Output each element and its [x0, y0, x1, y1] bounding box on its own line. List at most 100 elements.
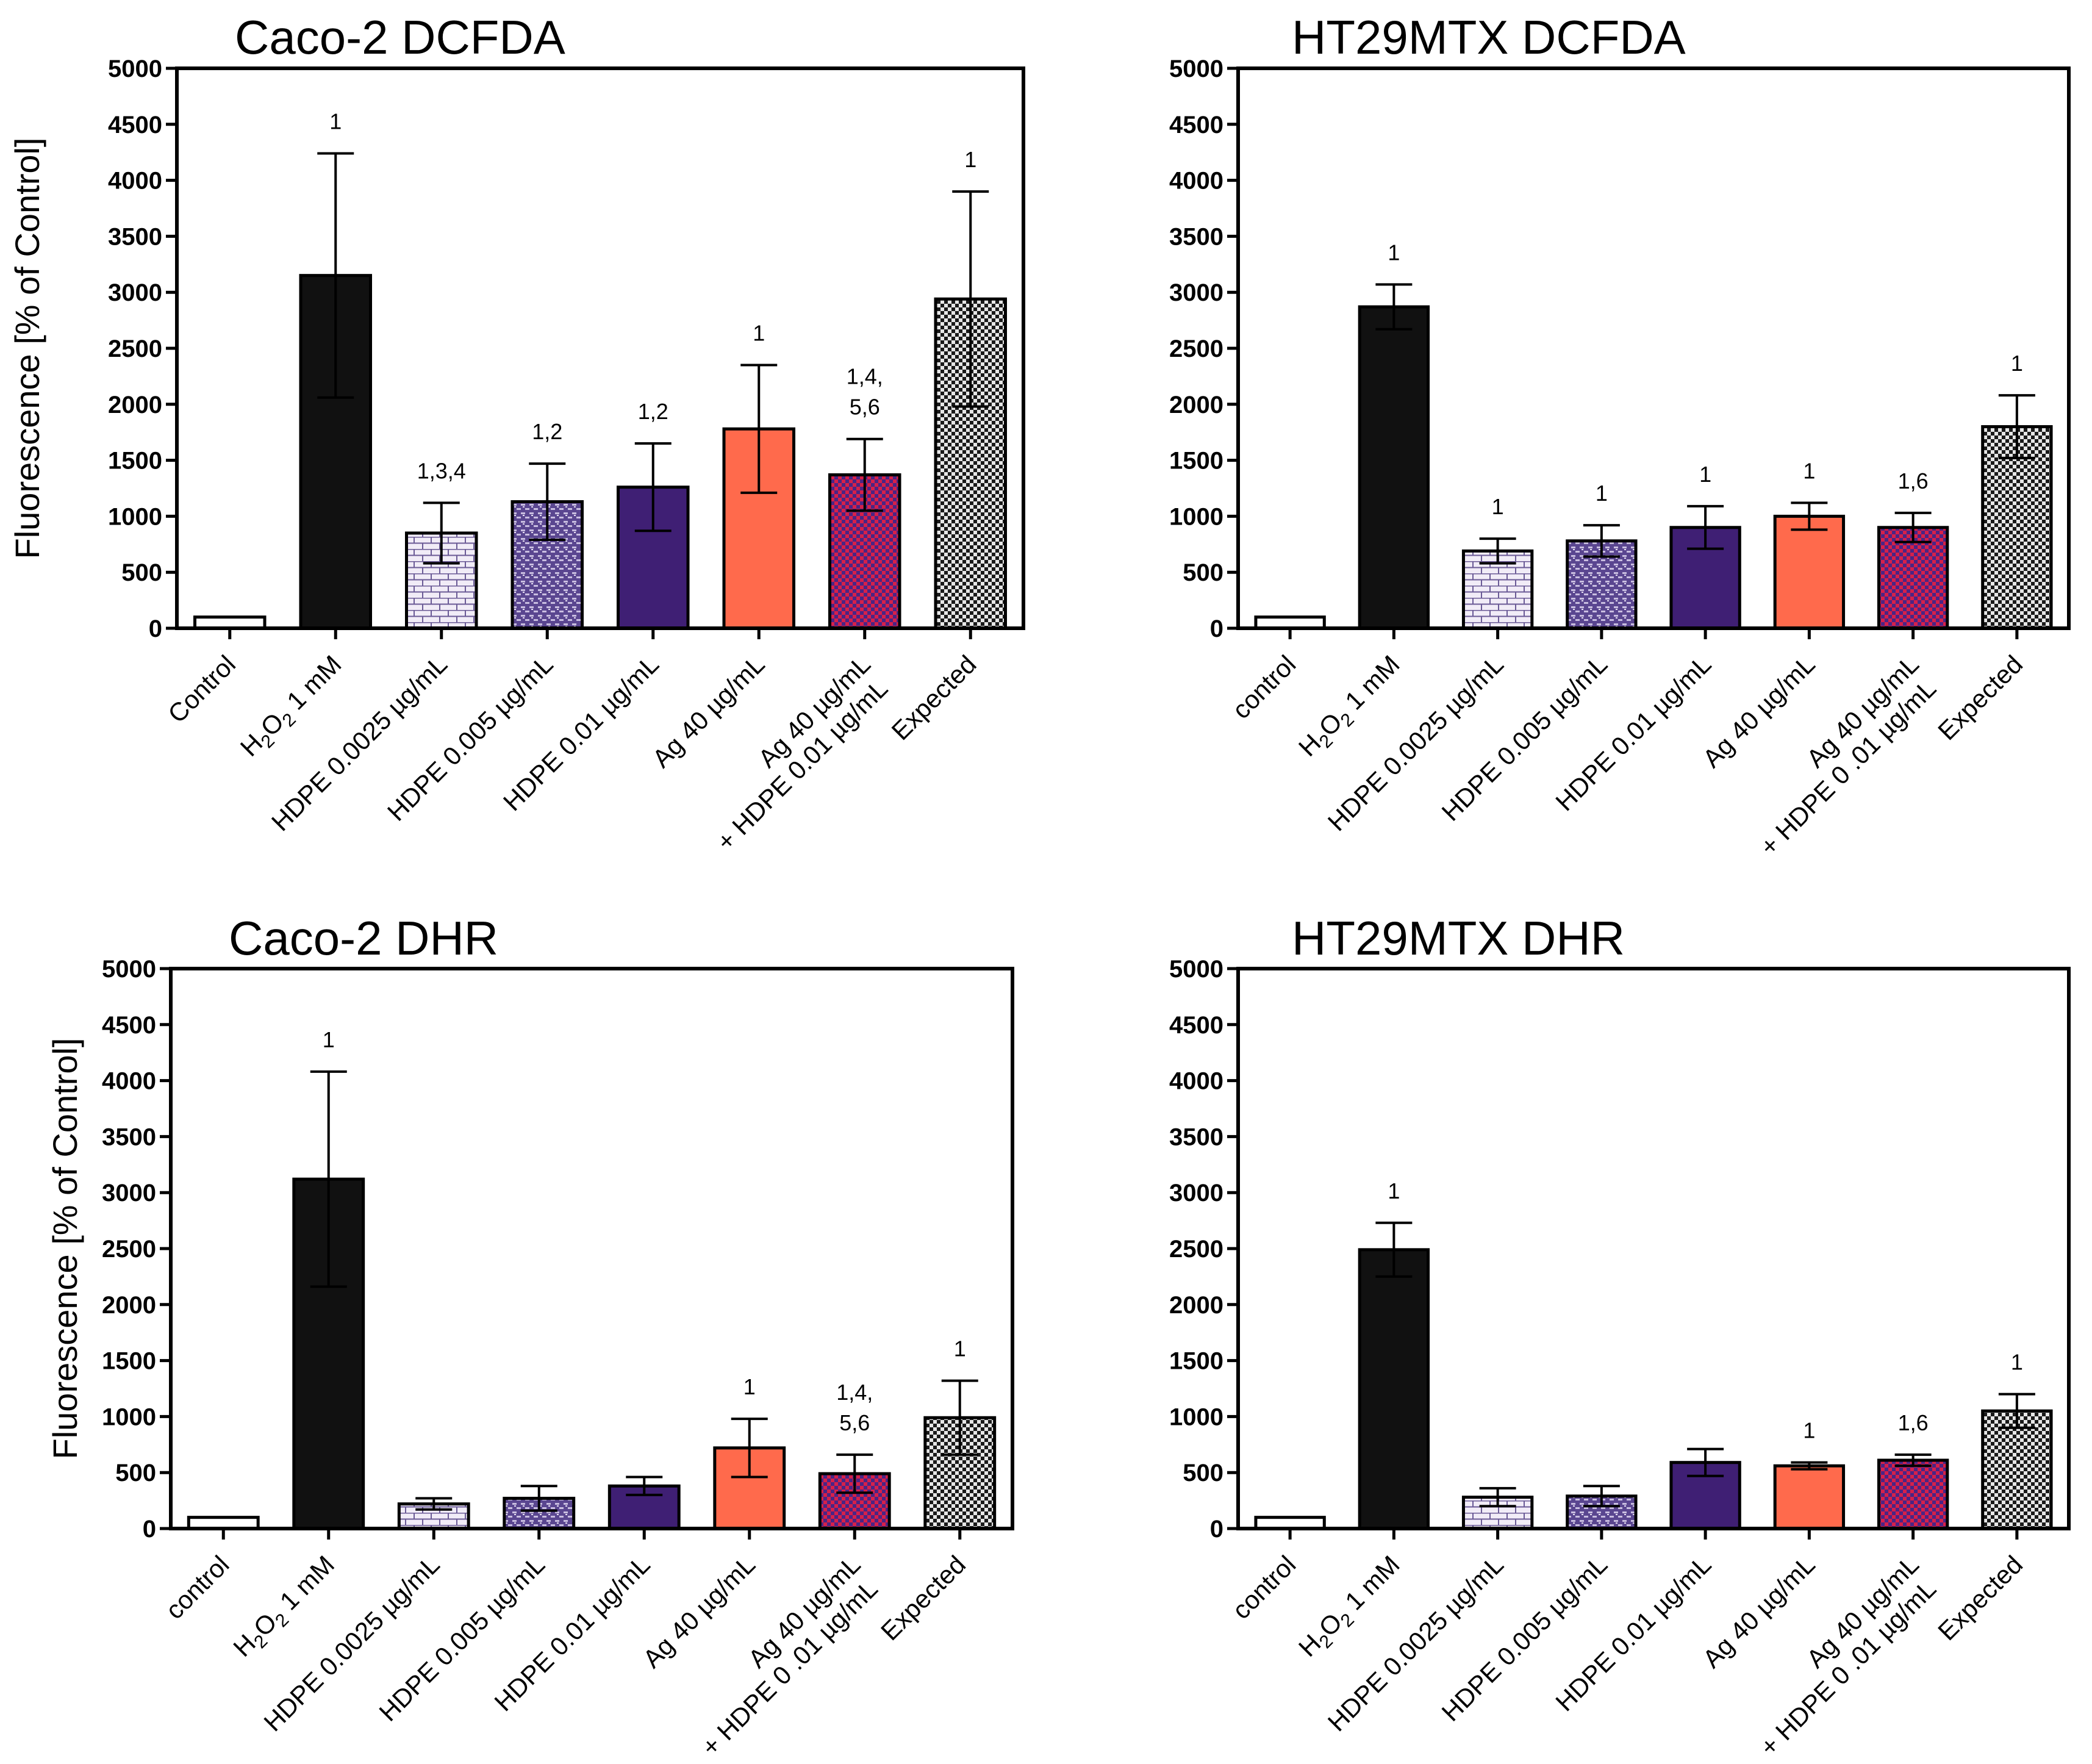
y-tick-label: 2000: [108, 392, 162, 418]
y-tick-label: 4000: [102, 1068, 156, 1095]
y-tick-label: 1000: [108, 503, 162, 530]
significance-label: 1,2: [532, 419, 562, 444]
y-tick-label: 5000: [1169, 956, 1223, 983]
significance-label: 5,6: [850, 395, 880, 420]
x-tick-label: control: [160, 1550, 234, 1624]
x-tick-label: Expected: [886, 650, 982, 745]
y-tick-label: 3500: [102, 1124, 156, 1150]
x-tick-label: Ag 40 µg/mL+ HDPE 0 .01 µg/mL: [675, 1550, 887, 1762]
bar: [1773, 514, 1846, 630]
chart-panel-ht29mtx-dcfda: HT29MTX DCFDA 0 500 1000 1500 2000 2500 3000 350…: [1169, 10, 2071, 861]
plot-frame: [1236, 967, 2071, 1530]
y-tick-label: 1500: [1169, 1348, 1223, 1375]
y-tick-label: 5000: [1169, 56, 1223, 82]
x-tick-label: Ag 40 µg/mL+ HDPE 0 .01 µg/mL: [1733, 1550, 1945, 1762]
bar: [1358, 305, 1430, 630]
y-tick-label: 1500: [108, 448, 162, 475]
x-tick-label: H2O2 1 mM: [235, 650, 351, 765]
y-tick-label: 4500: [1169, 112, 1223, 138]
significance-label: 1,2: [638, 399, 668, 424]
y-tick-label: 4000: [108, 168, 162, 195]
significance-label: 1: [1388, 240, 1400, 265]
y-tick-label: 4500: [108, 112, 162, 138]
y-tick-label: 1500: [1169, 448, 1223, 475]
significance-label: 1: [964, 147, 976, 172]
chart-title: HT29MTX DCFDA: [1292, 10, 1686, 64]
y-tick-label: 1500: [102, 1348, 156, 1375]
y-tick-label: 500: [115, 1460, 156, 1486]
y-tick-label: 2500: [108, 335, 162, 362]
y-tick-label: 2500: [1169, 1236, 1223, 1263]
bar: [1877, 1458, 1949, 1530]
x-tick-label: Expected: [1932, 1550, 2028, 1646]
significance-label: 1,6: [1898, 468, 1929, 493]
y-tick-label: 3000: [108, 279, 162, 306]
y-tick-label: 5000: [102, 956, 156, 983]
y-tick-label: 2000: [102, 1292, 156, 1319]
significance-label: 1: [1492, 494, 1504, 519]
bar: [1773, 1464, 1846, 1530]
y-tick-label: 4000: [1169, 168, 1223, 195]
y-tick-label: 4500: [102, 1012, 156, 1039]
x-tick-label: HDPE 0.0025 µg/mL: [1322, 650, 1509, 836]
y-tick-label: 500: [1183, 559, 1223, 586]
significance-label: 1: [2011, 351, 2023, 376]
y-tick-label: 0: [1210, 615, 1223, 642]
y-tick-label: 2500: [102, 1236, 156, 1263]
significance-label: 1: [329, 109, 342, 134]
x-tick-label: HDPE 0.0025 µg/mL: [266, 650, 453, 836]
y-tick-label: 2000: [1169, 392, 1223, 418]
y-tick-label: 0: [143, 1516, 156, 1543]
significance-label: 1,6: [1898, 1410, 1929, 1435]
y-tick-label: 3500: [1169, 223, 1223, 250]
significance-label: 1: [954, 1336, 966, 1361]
significance-label: 1: [323, 1027, 335, 1052]
x-tick-label: Ag 40 µg/mL: [647, 650, 770, 773]
y-tick-label: 2500: [1169, 335, 1223, 362]
y-tick-label: 3500: [1169, 1124, 1223, 1150]
significance-label: 1: [1388, 1178, 1400, 1203]
significance-label: 5,6: [839, 1410, 870, 1435]
y-tick-label: 5000: [108, 56, 162, 82]
chart-title: Caco-2 DHR: [229, 911, 498, 965]
chart-title: HT29MTX DHR: [1292, 911, 1625, 965]
y-axis-label: Fluorescence [% of Control]: [8, 138, 46, 559]
x-tick-label: HDPE 0.0025 µg/mL: [1322, 1550, 1509, 1737]
x-tick-label: Ag 40 µg/mL+ HDPE 0 .01 µg/mL: [1733, 650, 1945, 861]
x-tick-label: control: [1227, 650, 1301, 724]
y-tick-label: 3000: [102, 1180, 156, 1206]
plot-frame: [169, 967, 1014, 1530]
y-axis-label: Fluorescence [% of Control]: [46, 1038, 84, 1460]
significance-label: 1: [2011, 1350, 2023, 1375]
bar: [1877, 526, 1949, 630]
significance-label: 1: [1803, 1418, 1815, 1443]
bar: [1358, 1248, 1430, 1530]
x-tick-label: HDPE 0.0025 µg/mL: [258, 1550, 445, 1737]
y-tick-label: 1000: [1169, 503, 1223, 530]
significance-label: 1: [1699, 462, 1711, 487]
plot-frame: [1236, 66, 2071, 630]
plot-frame: [175, 66, 1025, 630]
y-tick-label: 3000: [1169, 279, 1223, 306]
x-tick-label: Expected: [1932, 650, 2028, 745]
x-tick-label: Ag 40 µg/mL: [637, 1550, 761, 1673]
y-tick-label: 500: [121, 559, 162, 586]
x-tick-label: Control: [162, 650, 241, 728]
y-tick-label: 1000: [102, 1404, 156, 1430]
significance-label: 1,4,: [836, 1380, 873, 1405]
y-tick-label: 500: [1183, 1460, 1223, 1486]
significance-label: 1: [743, 1374, 756, 1399]
x-tick-label: Expected: [875, 1550, 971, 1646]
chart-panel-caco2-dhr: Caco-2 DHR Fluorescence [% of Control] 0 50…: [46, 911, 1014, 1762]
significance-label: 1,3,4: [417, 458, 466, 483]
chart-panel-caco2-dcfda: Caco-2 DCFDA Fluorescence [% of Control] 0…: [8, 10, 1025, 856]
y-tick-label: 4000: [1169, 1068, 1223, 1095]
significance-label: 1: [1596, 481, 1608, 506]
y-tick-label: 3000: [1169, 1180, 1223, 1206]
significance-label: 1: [753, 321, 765, 346]
chart-title: Caco-2 DCFDA: [235, 10, 565, 64]
y-tick-label: 0: [1210, 1516, 1223, 1543]
x-tick-label: control: [1227, 1550, 1301, 1624]
y-tick-label: 4500: [1169, 1012, 1223, 1039]
